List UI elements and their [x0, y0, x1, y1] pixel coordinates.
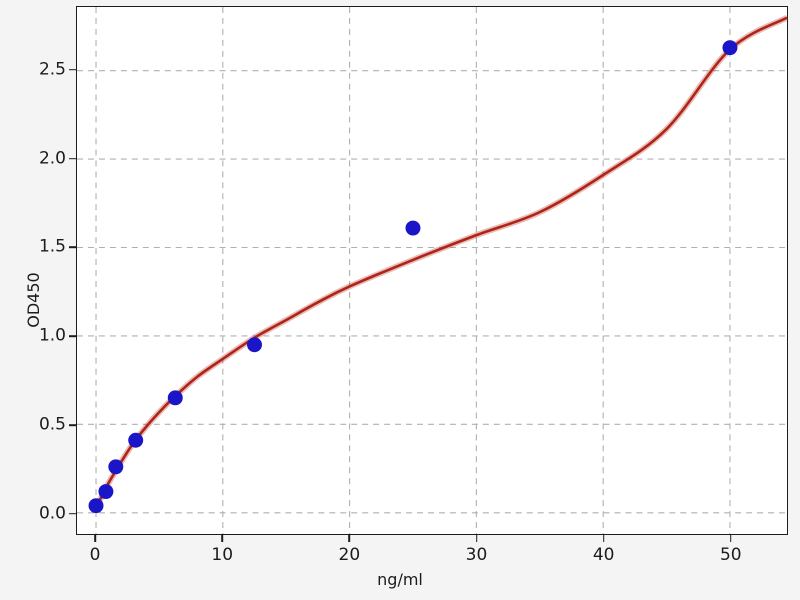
plot-area — [76, 6, 789, 535]
data-point-marker — [405, 220, 421, 236]
x-axis-tick-mark — [94, 535, 96, 542]
x-axis-tick-mark — [348, 535, 351, 542]
data-point-marker — [167, 390, 183, 406]
y-axis-tick-label: 1.0 — [38, 325, 66, 346]
y-axis-tick-mark — [69, 512, 76, 515]
y-axis-tick-label: 2.0 — [38, 148, 66, 169]
y-axis-tick-mark — [69, 246, 76, 249]
y-axis-tick-label: 0.5 — [38, 414, 66, 435]
y-axis-tick-label: 1.5 — [38, 236, 66, 257]
x-axis-label: ng/ml — [377, 570, 423, 589]
data-point-marker — [98, 484, 114, 500]
x-axis-tick-label: 50 — [719, 545, 742, 565]
data-point-marker — [722, 40, 738, 56]
x-axis-tick-label: 30 — [465, 545, 488, 565]
x-axis-tick-mark — [221, 535, 223, 542]
y-axis-tick-label: 0.0 — [38, 503, 66, 524]
x-axis-tick-label: 20 — [338, 545, 361, 565]
data-point-marker — [88, 498, 104, 514]
data-point-marker — [128, 432, 144, 448]
x-axis-tick-mark — [729, 535, 732, 542]
x-axis-tick-mark — [602, 535, 605, 542]
x-axis-tick-mark — [475, 535, 478, 542]
y-axis-tick-label: 2.5 — [38, 59, 66, 80]
gridlines — [77, 7, 787, 534]
x-axis-tick-label: 0 — [89, 545, 101, 565]
y-axis-tick-mark — [69, 157, 76, 160]
y-axis-tick-mark — [69, 424, 76, 426]
x-axis-tick-label: 40 — [592, 545, 615, 565]
data-points — [88, 40, 738, 514]
x-axis-tick-label: 10 — [211, 545, 234, 565]
data-point-marker — [247, 337, 262, 353]
y-axis-tick-mark — [69, 69, 76, 71]
y-axis-label: OD450 — [24, 272, 44, 328]
data-point-marker — [108, 459, 124, 475]
y-axis-tick-mark — [69, 335, 76, 337]
